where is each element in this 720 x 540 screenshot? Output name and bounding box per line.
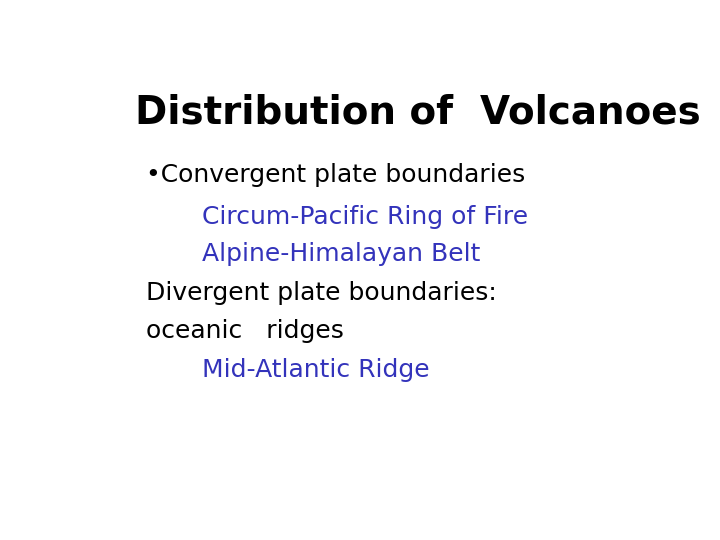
Text: Divergent plate boundaries:: Divergent plate boundaries: — [145, 281, 497, 306]
Text: Alpine-Himalayan Belt: Alpine-Himalayan Belt — [202, 242, 480, 266]
Text: oceanic   ridges: oceanic ridges — [145, 319, 343, 343]
Text: Circum-Pacific Ring of Fire: Circum-Pacific Ring of Fire — [202, 205, 528, 228]
Text: •Convergent plate boundaries: •Convergent plate boundaries — [145, 163, 525, 187]
Text: Distribution of  Volcanoes: Distribution of Volcanoes — [135, 93, 701, 132]
Text: Mid-Atlantic Ridge: Mid-Atlantic Ridge — [202, 359, 429, 382]
